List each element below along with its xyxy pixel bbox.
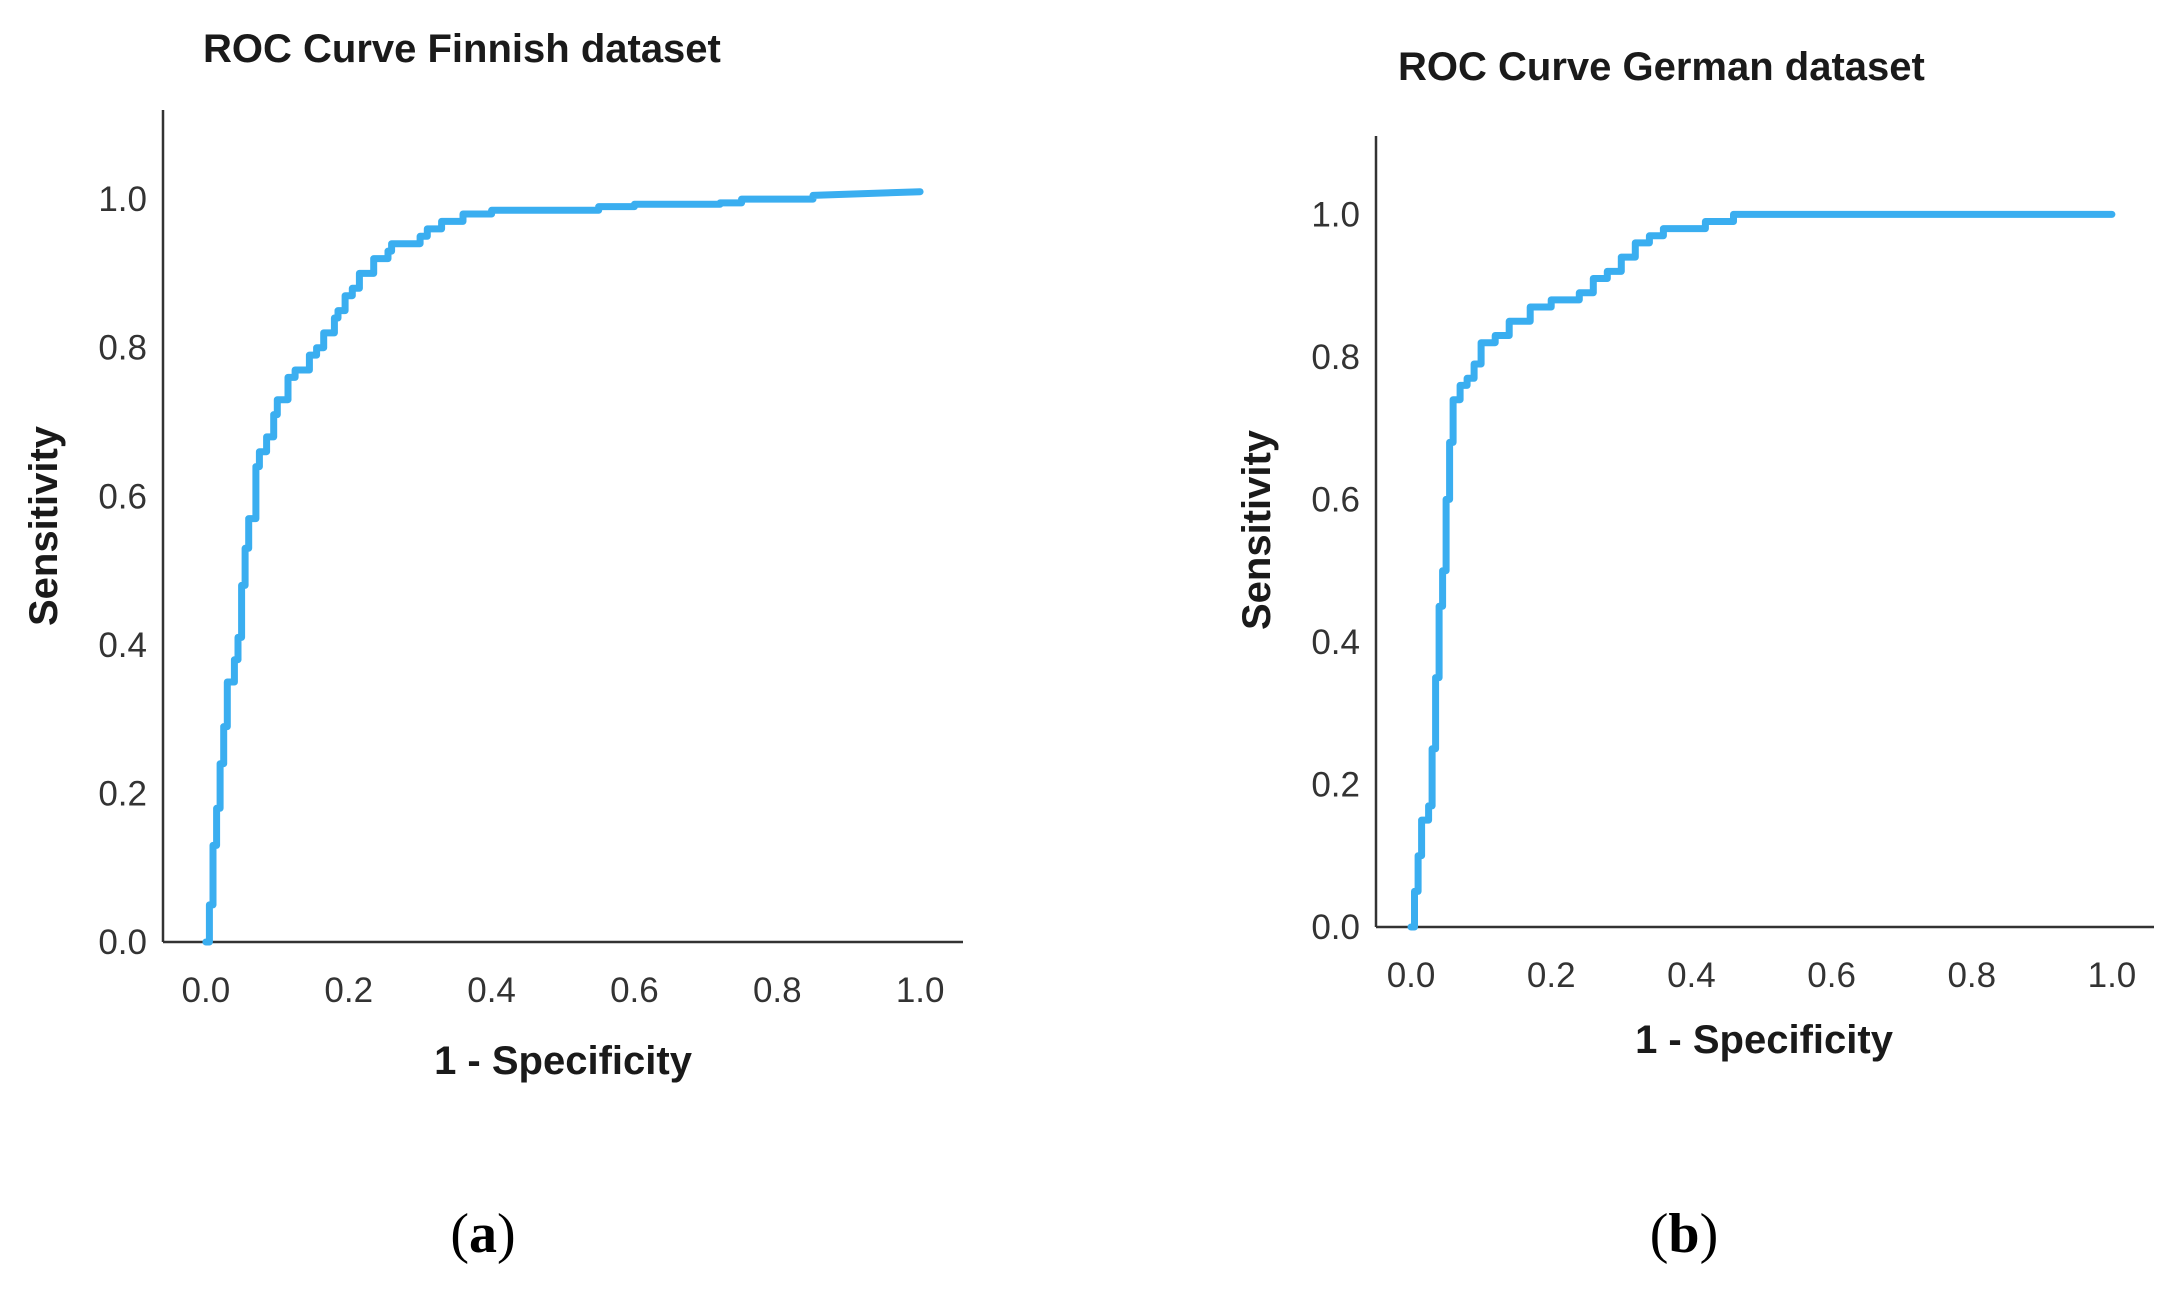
y-tick-label: 1.0: [1311, 195, 1360, 234]
x-tick-label: 0.8: [1947, 956, 1996, 995]
chart-title: ROC Curve German dataset: [1398, 45, 1925, 89]
x-tick-label: 0.6: [610, 971, 659, 1010]
y-tick-labels: 0.0 0.2 0.4 0.6 0.8 1.0: [98, 180, 147, 962]
x-tick-labels: 0.0 0.2 0.4 0.6 0.8 1.0: [1387, 956, 2137, 995]
series-group: [202, 188, 924, 946]
y-tick-label: 0.6: [98, 477, 147, 516]
y-tick-label: 0.4: [98, 626, 147, 665]
x-tick-label: 1.0: [2088, 956, 2137, 995]
x-tick-label: 0.6: [1807, 956, 1856, 995]
x-tick-label: 1.0: [896, 971, 945, 1010]
y-axis-label: Sensitivity: [1235, 429, 1279, 630]
y-tick-label: 0.4: [1311, 623, 1360, 662]
x-tick-label: 0.0: [1387, 956, 1436, 995]
x-axis-label: 1 - Specificity: [434, 1039, 693, 1083]
y-tick-labels: 0.0 0.2 0.4 0.6 0.8 1.0: [1311, 195, 1360, 947]
y-tick-label: 0.8: [98, 329, 147, 368]
y-axis-label: Sensitivity: [22, 425, 66, 626]
roc-curve: [1407, 210, 2116, 931]
series-group: [1407, 210, 2116, 931]
x-tick-label: 0.8: [753, 971, 802, 1010]
x-tick-label: 0.4: [1667, 956, 1716, 995]
y-tick-label: 0.6: [1311, 480, 1360, 519]
y-tick-label: 0.8: [1311, 338, 1360, 377]
x-tick-label: 0.2: [324, 971, 373, 1010]
y-tick-label: 0.2: [1311, 765, 1360, 804]
y-tick-label: 0.0: [1311, 908, 1360, 947]
y-tick-label: 0.0: [98, 923, 147, 962]
roc-curve: [202, 188, 924, 946]
x-tick-label: 0.0: [182, 971, 231, 1010]
chart-title: ROC Curve Finnish dataset: [203, 27, 721, 71]
panel-label-b: (b): [1650, 1203, 1718, 1265]
panel-letter: b: [1668, 1203, 1699, 1265]
x-tick-label: 0.2: [1527, 956, 1576, 995]
x-axis-label: 1 - Specificity: [1635, 1018, 1894, 1062]
chart-german: ROC Curve German dataset 0.0 0.2 0.4 0.6 0.8…: [1235, 45, 2154, 1062]
y-tick-label: 1.0: [98, 180, 147, 219]
x-tick-label: 0.4: [467, 971, 516, 1010]
x-tick-labels: 0.0 0.2 0.4 0.6 0.8 1.0: [182, 971, 945, 1010]
chart-finnish: ROC Curve Finnish dataset 0.0 0.2 0.4 0.6 0.…: [22, 27, 963, 1083]
panel-label-a: (a): [450, 1203, 515, 1265]
panel-letter: a: [469, 1203, 497, 1265]
y-tick-label: 0.2: [98, 774, 147, 813]
